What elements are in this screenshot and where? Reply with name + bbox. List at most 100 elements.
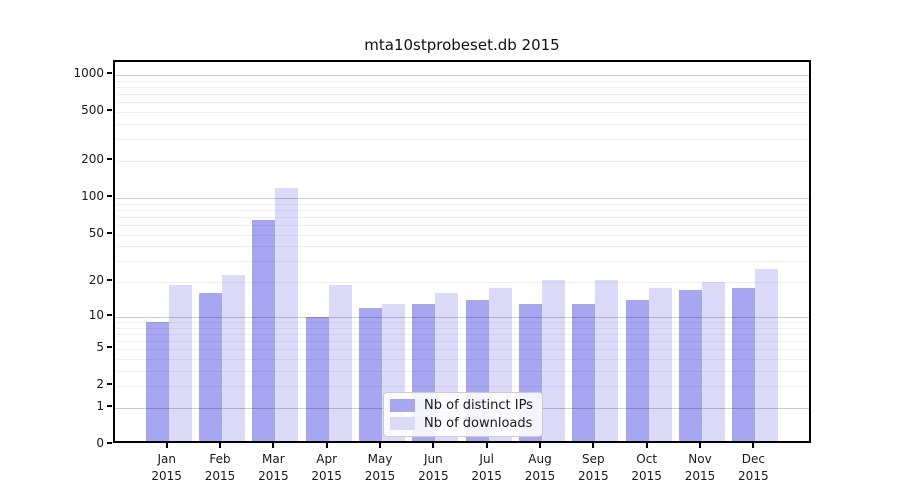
y-tick-label: 1 bbox=[96, 399, 104, 414]
bar-downloads-jan bbox=[168, 284, 192, 441]
x-tick-mark bbox=[539, 443, 541, 448]
y-tick-label: 20 bbox=[88, 273, 104, 288]
y-tick-mark bbox=[107, 231, 112, 234]
gridline bbox=[115, 327, 809, 329]
x-tick-mark bbox=[752, 443, 755, 448]
y-tick-mark bbox=[107, 442, 112, 445]
x-tick-label-feb: Feb 2015 bbox=[204, 452, 236, 483]
legend-swatch-downloads bbox=[390, 416, 415, 430]
y-tick-mark bbox=[107, 109, 112, 112]
bar-distinct-ips-may bbox=[359, 307, 383, 441]
gridline bbox=[115, 86, 809, 88]
x-tick-label-dec: Dec 2015 bbox=[738, 452, 769, 483]
gridline bbox=[115, 209, 809, 211]
gridline bbox=[115, 224, 809, 226]
bar-distinct-ips-oct bbox=[625, 300, 649, 441]
y-tick-mark bbox=[107, 383, 112, 386]
legend-item-downloads: Nb of downloads bbox=[390, 415, 534, 432]
gridline bbox=[115, 282, 809, 284]
gridline bbox=[115, 246, 809, 248]
x-tick-mark bbox=[645, 443, 648, 448]
y-tick-label: 1000 bbox=[73, 66, 104, 81]
x-tick-mark bbox=[485, 443, 488, 448]
gridline bbox=[115, 102, 809, 104]
gridline bbox=[115, 80, 809, 82]
bar-downloads-mar bbox=[275, 188, 299, 441]
x-tick-label-jul: Jul 2015 bbox=[471, 452, 502, 483]
x-tick-label-sep: Sep 2015 bbox=[578, 452, 609, 483]
gridline bbox=[115, 197, 809, 199]
y-tick-mark bbox=[107, 72, 112, 75]
chart-title: mta10stprobeset.db 2015 bbox=[364, 36, 560, 54]
x-tick-label-oct: Oct 2015 bbox=[631, 452, 662, 483]
bar-downloads-nov bbox=[702, 282, 725, 441]
y-tick-label: 200 bbox=[81, 152, 104, 167]
bar-distinct-ips-nov bbox=[679, 290, 702, 441]
x-tick-label-nov: Nov 2015 bbox=[684, 452, 716, 483]
y-tick-mark bbox=[107, 194, 112, 197]
bar-distinct-ips-dec bbox=[732, 287, 756, 441]
bar-distinct-ips-feb bbox=[199, 293, 223, 441]
gridline bbox=[115, 139, 809, 141]
bar-distinct-ips-sep bbox=[572, 303, 596, 441]
gridline bbox=[115, 203, 809, 205]
y-tick-mark bbox=[107, 279, 112, 282]
bar-downloads-sep bbox=[595, 279, 619, 441]
legend-item-distinct-ips: Nb of distinct IPs bbox=[390, 397, 534, 414]
x-tick-mark bbox=[219, 443, 222, 448]
y-tick-mark bbox=[107, 158, 112, 161]
gridline bbox=[115, 161, 809, 163]
bar-downloads-feb bbox=[222, 274, 246, 441]
gridline bbox=[115, 124, 809, 126]
bar-downloads-dec bbox=[755, 268, 779, 441]
x-tick-label-mar: Mar 2015 bbox=[258, 452, 289, 483]
x-tick-label-aug: Aug 2015 bbox=[524, 452, 556, 483]
gridline bbox=[115, 371, 809, 372]
gridline bbox=[115, 316, 809, 318]
legend-label-distinct-ips: Nb of distinct IPs bbox=[424, 398, 533, 414]
gridline bbox=[115, 75, 809, 77]
gridline bbox=[115, 94, 809, 96]
legend: Nb of distinct IPs Nb of downloads bbox=[383, 392, 543, 437]
gridline bbox=[115, 261, 809, 263]
y-tick-label: 0 bbox=[96, 436, 104, 451]
gridline bbox=[115, 216, 809, 218]
bar-distinct-ips-mar bbox=[252, 219, 276, 441]
x-tick-label-jan: Jan 2015 bbox=[151, 452, 182, 483]
x-tick-mark bbox=[432, 443, 435, 448]
gridline bbox=[115, 234, 809, 236]
gridline bbox=[115, 333, 809, 335]
bar-distinct-ips-jan bbox=[145, 321, 169, 441]
x-tick-mark bbox=[325, 443, 328, 448]
x-tick-label-jun: Jun 2015 bbox=[418, 452, 449, 483]
x-tick-label-may: May 2015 bbox=[364, 452, 396, 483]
bar-downloads-aug bbox=[542, 279, 565, 441]
y-tick-mark bbox=[107, 346, 112, 349]
gridline bbox=[115, 386, 809, 388]
y-tick-mark bbox=[107, 405, 112, 408]
legend-label-downloads: Nb of downloads bbox=[424, 415, 533, 431]
y-tick-label: 10 bbox=[88, 307, 104, 322]
y-tick-label: 500 bbox=[81, 103, 104, 118]
x-tick-mark bbox=[379, 443, 382, 448]
plot-area bbox=[113, 60, 811, 443]
y-tick-label: 2 bbox=[96, 377, 104, 392]
y-tick-label: 5 bbox=[96, 340, 104, 355]
y-tick-label: 50 bbox=[88, 225, 104, 240]
x-tick-label-apr: Apr 2015 bbox=[311, 452, 342, 483]
gridline bbox=[115, 112, 809, 114]
gridline bbox=[115, 349, 809, 351]
bar-downloads-oct bbox=[648, 287, 672, 441]
bar-distinct-ips-apr bbox=[305, 316, 329, 441]
gridline bbox=[115, 321, 809, 323]
x-tick-mark bbox=[165, 443, 168, 448]
x-tick-mark bbox=[272, 443, 275, 448]
x-tick-mark bbox=[592, 443, 595, 448]
y-tick-mark bbox=[107, 313, 112, 316]
legend-swatch-distinct-ips bbox=[390, 399, 415, 413]
bar-downloads-apr bbox=[328, 284, 352, 441]
gridline bbox=[115, 341, 809, 342]
gridline bbox=[115, 359, 809, 361]
x-tick-mark bbox=[699, 443, 701, 448]
